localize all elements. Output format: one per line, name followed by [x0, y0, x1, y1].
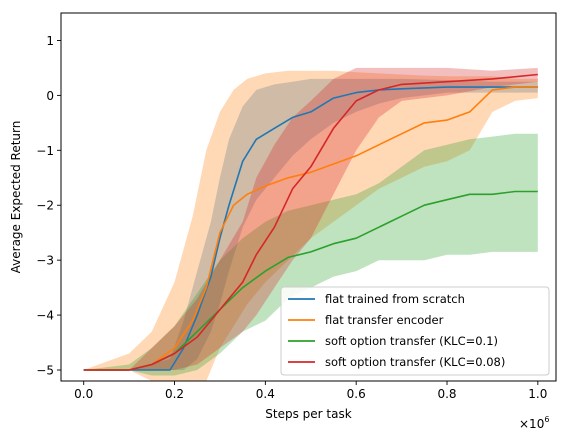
y-axis-ticks: 1 0 −1 −2 −3 −4 −5: [36, 34, 61, 378]
series-4-line: [83, 73, 538, 371]
y-tick-label: −5: [36, 364, 54, 378]
x-axis-multiplier: ×106: [519, 415, 549, 431]
series-2-line: [83, 86, 538, 371]
x-axis-ticks: 0.0 0.2 0.4 0.6 0.8 1.0: [74, 381, 547, 401]
y-tick-label: 0: [46, 89, 54, 103]
y-tick-label: −3: [36, 254, 54, 268]
x-tick-label: 1.0: [528, 387, 547, 401]
x-tick-label: 0.4: [256, 387, 275, 401]
y-tick-label: −1: [36, 144, 54, 158]
legend-box: [280, 286, 550, 376]
x-tick-label: 0.0: [74, 387, 93, 401]
legend-entry-label: flat trained from scratch: [325, 292, 465, 306]
series-4-band: [83, 67, 538, 371]
series-2-band: [83, 70, 538, 381]
y-tick-label: −2: [36, 199, 54, 213]
x-tick-label: 0.8: [437, 387, 456, 401]
legend-entry-label: soft option transfer (KLC=0.08): [325, 355, 505, 369]
y-tick-label: −4: [36, 309, 54, 323]
y-tick-label: 1: [46, 34, 54, 48]
legend: flat trained from scratch flat transfer e…: [280, 286, 550, 376]
x-axis-label: Steps per task: [265, 407, 351, 421]
x-multiplier-base: ×10: [519, 417, 544, 431]
series-1-band: [83, 78, 538, 371]
legend-entry-label: flat transfer encoder: [325, 313, 444, 327]
x-tick-label: 0.2: [165, 387, 184, 401]
x-multiplier-exponent: 6: [544, 415, 549, 424]
legend-entry-label: soft option transfer (KLC=0.1): [325, 334, 498, 348]
series-lines: [83, 73, 538, 371]
y-axis-label: Average Expected Return: [9, 121, 23, 274]
x-tick-label: 0.6: [347, 387, 366, 401]
plot-frame: [60, 12, 557, 382]
